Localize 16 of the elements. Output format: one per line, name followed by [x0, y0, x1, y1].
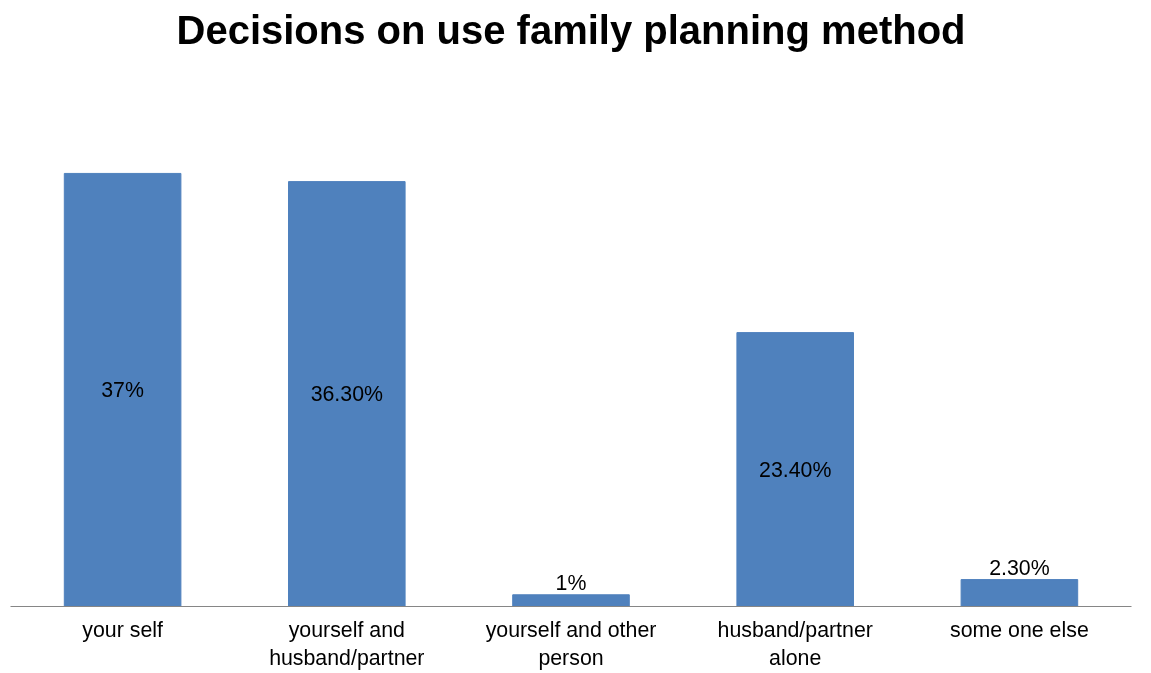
- chart-title: Decisions on use family planning method: [176, 7, 966, 52]
- bar: [288, 181, 406, 607]
- data-label: 23.40%: [759, 457, 832, 482]
- bar: [512, 594, 630, 607]
- bar: [63, 172, 182, 607]
- data-label: 1%: [555, 570, 587, 595]
- data-label: 37%: [101, 377, 144, 402]
- x-tick-label: some one else: [950, 617, 1089, 642]
- bar: [736, 332, 854, 607]
- data-label: 2.30%: [989, 555, 1050, 580]
- x-tick-label: husband/partner alone: [717, 617, 873, 671]
- x-tick-label: yourself and other person: [485, 617, 657, 671]
- x-tick-label: yourself and husband/partner: [269, 617, 425, 671]
- x-tick-label: your self: [82, 617, 163, 642]
- bar: [960, 579, 1079, 607]
- data-label: 36.30%: [310, 382, 383, 407]
